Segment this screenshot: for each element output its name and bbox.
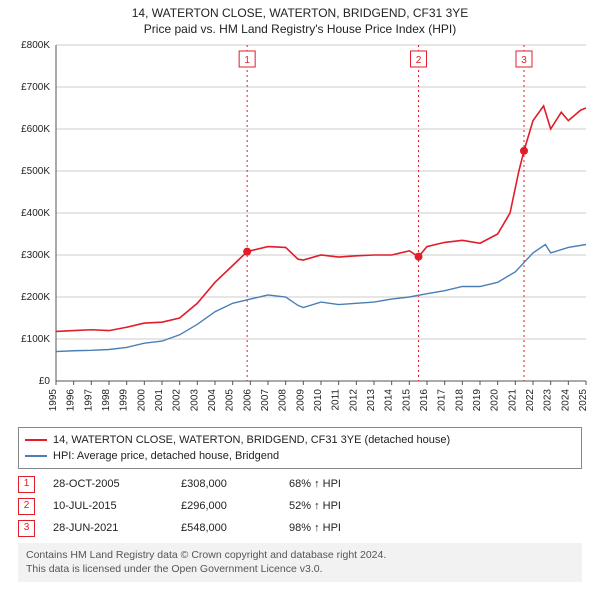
svg-text:2014: 2014 xyxy=(384,389,395,412)
svg-text:2009: 2009 xyxy=(295,389,306,412)
svg-text:3: 3 xyxy=(521,55,527,66)
svg-text:£200K: £200K xyxy=(21,292,50,303)
event-pct: 98% ↑ HPI xyxy=(289,522,379,534)
footer-line2: This data is licensed under the Open Gov… xyxy=(26,563,574,577)
svg-text:2007: 2007 xyxy=(260,389,271,412)
svg-text:£600K: £600K xyxy=(21,124,50,135)
svg-text:2: 2 xyxy=(416,55,422,66)
event-number-box: 2 xyxy=(18,498,35,515)
event-price: £296,000 xyxy=(181,500,271,512)
svg-text:1995: 1995 xyxy=(48,389,59,412)
svg-text:1999: 1999 xyxy=(119,389,130,412)
event-row: 1 28-OCT-2005 £308,000 68% ↑ HPI xyxy=(18,473,582,495)
svg-text:2000: 2000 xyxy=(136,389,147,412)
legend-item: 14, WATERTON CLOSE, WATERTON, BRIDGEND, … xyxy=(25,432,575,448)
svg-text:£500K: £500K xyxy=(21,166,50,177)
svg-text:2018: 2018 xyxy=(454,389,465,412)
svg-text:2021: 2021 xyxy=(507,389,518,412)
svg-text:2015: 2015 xyxy=(401,389,412,412)
svg-text:2005: 2005 xyxy=(225,389,236,412)
svg-text:£800K: £800K xyxy=(21,41,50,51)
svg-text:2001: 2001 xyxy=(154,389,165,412)
svg-text:£300K: £300K xyxy=(21,250,50,261)
svg-text:2013: 2013 xyxy=(366,389,377,412)
svg-text:2008: 2008 xyxy=(278,389,289,412)
event-pct: 68% ↑ HPI xyxy=(289,478,379,490)
svg-text:2020: 2020 xyxy=(490,389,501,412)
legend-item: HPI: Average price, detached house, Brid… xyxy=(25,448,575,464)
svg-text:1996: 1996 xyxy=(66,389,77,412)
svg-text:2025: 2025 xyxy=(578,389,589,412)
svg-text:2022: 2022 xyxy=(525,389,536,412)
legend-swatch xyxy=(25,439,47,441)
svg-text:2012: 2012 xyxy=(348,389,359,412)
svg-text:2017: 2017 xyxy=(437,389,448,412)
svg-text:£0: £0 xyxy=(39,376,51,387)
svg-text:2003: 2003 xyxy=(189,389,200,412)
event-number-box: 1 xyxy=(18,476,35,493)
svg-text:£400K: £400K xyxy=(21,208,50,219)
svg-text:£700K: £700K xyxy=(21,82,50,93)
footer: Contains HM Land Registry data © Crown c… xyxy=(18,543,582,582)
event-price: £308,000 xyxy=(181,478,271,490)
svg-text:2002: 2002 xyxy=(172,389,183,412)
svg-text:2010: 2010 xyxy=(313,389,324,412)
event-date: 28-JUN-2021 xyxy=(53,522,163,534)
event-row: 2 10-JUL-2015 £296,000 52% ↑ HPI xyxy=(18,495,582,517)
legend-swatch xyxy=(25,455,47,457)
svg-text:2006: 2006 xyxy=(242,389,253,412)
svg-text:2004: 2004 xyxy=(207,389,218,412)
title-line2: Price paid vs. HM Land Registry's House … xyxy=(8,22,592,38)
price-chart: £0 £100K £200K £300K £400K £500K £600K £700K £80… xyxy=(8,41,592,421)
event-date: 10-JUL-2015 xyxy=(53,500,163,512)
title-line1: 14, WATERTON CLOSE, WATERTON, BRIDGEND, … xyxy=(8,6,592,22)
event-number-box: 3 xyxy=(18,520,35,537)
legend-label: HPI: Average price, detached house, Brid… xyxy=(53,450,279,462)
footer-line1: Contains HM Land Registry data © Crown c… xyxy=(26,549,574,563)
event-row: 3 28-JUN-2021 £548,000 98% ↑ HPI xyxy=(18,517,582,539)
event-pct: 52% ↑ HPI xyxy=(289,500,379,512)
svg-text:2011: 2011 xyxy=(331,389,342,411)
svg-text:2016: 2016 xyxy=(419,389,430,412)
legend-label: 14, WATERTON CLOSE, WATERTON, BRIDGEND, … xyxy=(53,434,450,446)
svg-text:1: 1 xyxy=(244,55,250,66)
svg-text:1997: 1997 xyxy=(83,389,94,412)
event-price: £548,000 xyxy=(181,522,271,534)
svg-text:2019: 2019 xyxy=(472,389,483,412)
legend: 14, WATERTON CLOSE, WATERTON, BRIDGEND, … xyxy=(18,427,582,469)
event-date: 28-OCT-2005 xyxy=(53,478,163,490)
svg-text:£100K: £100K xyxy=(21,334,50,345)
svg-text:2023: 2023 xyxy=(543,389,554,412)
event-table: 1 28-OCT-2005 £308,000 68% ↑ HPI 2 10-JUL-201… xyxy=(18,473,582,539)
svg-text:1998: 1998 xyxy=(101,389,112,412)
svg-text:2024: 2024 xyxy=(560,389,571,412)
